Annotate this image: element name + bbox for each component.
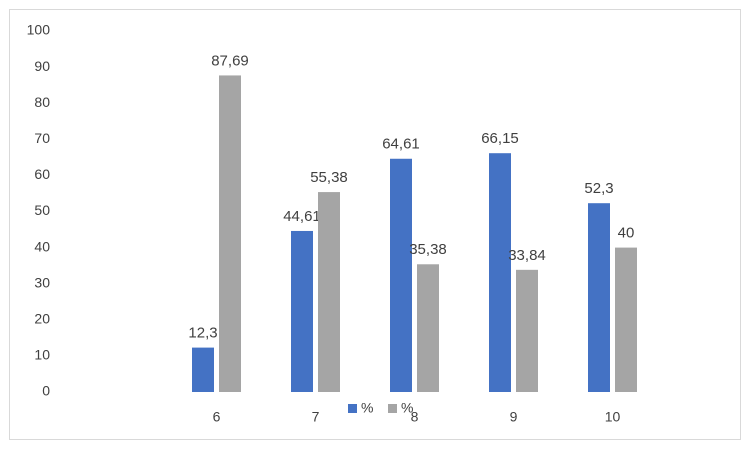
x-tick-label: 6 [213,409,221,425]
x-tick-label: 7 [312,409,320,425]
y-tick-label: 80 [34,94,50,110]
data-label: 44,61 [283,208,321,225]
y-tick-label: 50 [34,202,50,218]
data-label: 55,38 [310,169,348,186]
bar [192,347,214,392]
data-label: 33,84 [508,247,546,264]
bar [291,230,313,392]
bar [219,75,241,393]
bar [390,158,412,392]
bar [588,203,610,392]
y-tick-label: 60 [34,166,50,182]
y-tick-label: 100 [27,22,51,38]
data-label: 12,3 [188,325,217,342]
data-label: 35,38 [409,241,447,258]
y-tick-label: 30 [34,274,50,290]
x-tick-label: 10 [605,409,621,425]
legend-swatch [348,404,357,413]
data-label: 52,3 [584,180,613,197]
y-tick-label: 40 [34,238,50,254]
bar [489,153,511,392]
legend-label: % [361,400,373,416]
bar [516,269,538,392]
legend-label: % [401,400,413,416]
y-tick-label: 70 [34,130,50,146]
bar [318,192,340,392]
legend-swatch [388,404,397,413]
data-label: 64,61 [382,136,420,153]
bar [615,247,637,392]
x-tick-label: 9 [510,409,518,425]
data-label: 40 [618,225,635,242]
y-tick-label: 10 [34,347,50,363]
y-tick-label: 20 [34,311,50,327]
bar [417,264,439,392]
y-tick-label: 0 [42,383,50,399]
x-tick-label: 8 [411,409,419,425]
data-label: 87,69 [211,52,249,69]
data-label: 66,15 [481,130,519,147]
y-tick-label: 90 [34,58,50,74]
